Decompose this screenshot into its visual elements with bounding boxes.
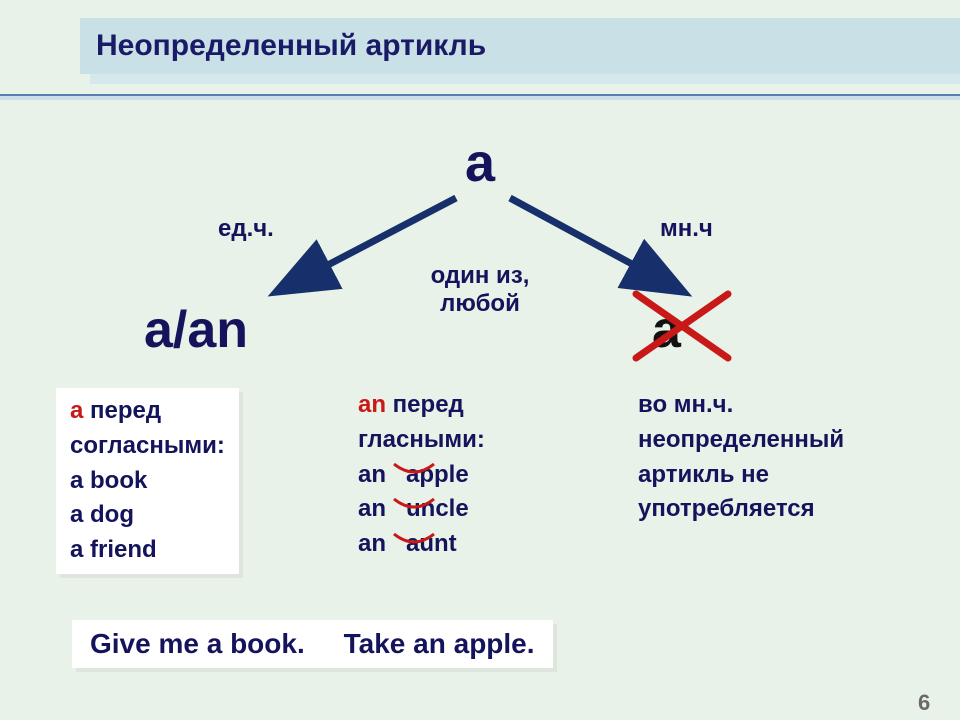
divider-line: [0, 94, 960, 100]
col3-line2: неопределенный: [638, 423, 844, 458]
meaning-line1: один из,: [350, 262, 610, 290]
slide-title: Неопределенный артикль: [80, 29, 486, 63]
col2-line5: an aunt: [358, 527, 485, 562]
column-vowels: an перед гласными: an apple an uncle an …: [358, 388, 485, 562]
col2-line2: гласными:: [358, 423, 485, 458]
column-consonants: a перед согласными: a book a dog a frien…: [56, 388, 239, 574]
cross-out-icon: [632, 290, 732, 362]
singular-label: ед.ч.: [218, 215, 274, 243]
col1-accent: a: [70, 397, 83, 424]
branch-a-plural: a: [652, 300, 681, 360]
col1-line5: a friend: [70, 533, 225, 568]
col2-line3: an apple: [358, 458, 485, 493]
col1-line3: a book: [70, 464, 225, 499]
column-plural-rule: во мн.ч. неопределенный артикль не употр…: [638, 388, 844, 527]
title-bar: Неопределенный артикль: [80, 18, 960, 74]
col3-line4: употребляется: [638, 492, 844, 527]
arrow-right: [0, 0, 960, 720]
plural-label: мн.ч: [660, 215, 713, 243]
col2-line4: an uncle: [358, 492, 485, 527]
example-sentence: Give me a book. Take an apple.: [72, 620, 553, 668]
meaning-line2: любой: [350, 290, 610, 318]
col1-line4: a dog: [70, 498, 225, 533]
page-number: 6: [918, 690, 930, 716]
col2-line1: an перед: [358, 388, 485, 423]
slide: Неопределенный артикль a ед.ч. мн.ч один…: [0, 0, 960, 720]
arrow-left: [0, 0, 960, 720]
col3-line1: во мн.ч.: [638, 388, 844, 423]
col1-line2: согласными:: [70, 429, 225, 464]
meaning-label: один из, любой: [350, 262, 610, 318]
root-article: a: [465, 132, 495, 194]
branch-a-an: a/an: [144, 300, 248, 360]
col1-line1: a перед: [70, 394, 225, 429]
col2-accent: an: [358, 391, 386, 418]
col3-line3: артикль не: [638, 458, 844, 493]
